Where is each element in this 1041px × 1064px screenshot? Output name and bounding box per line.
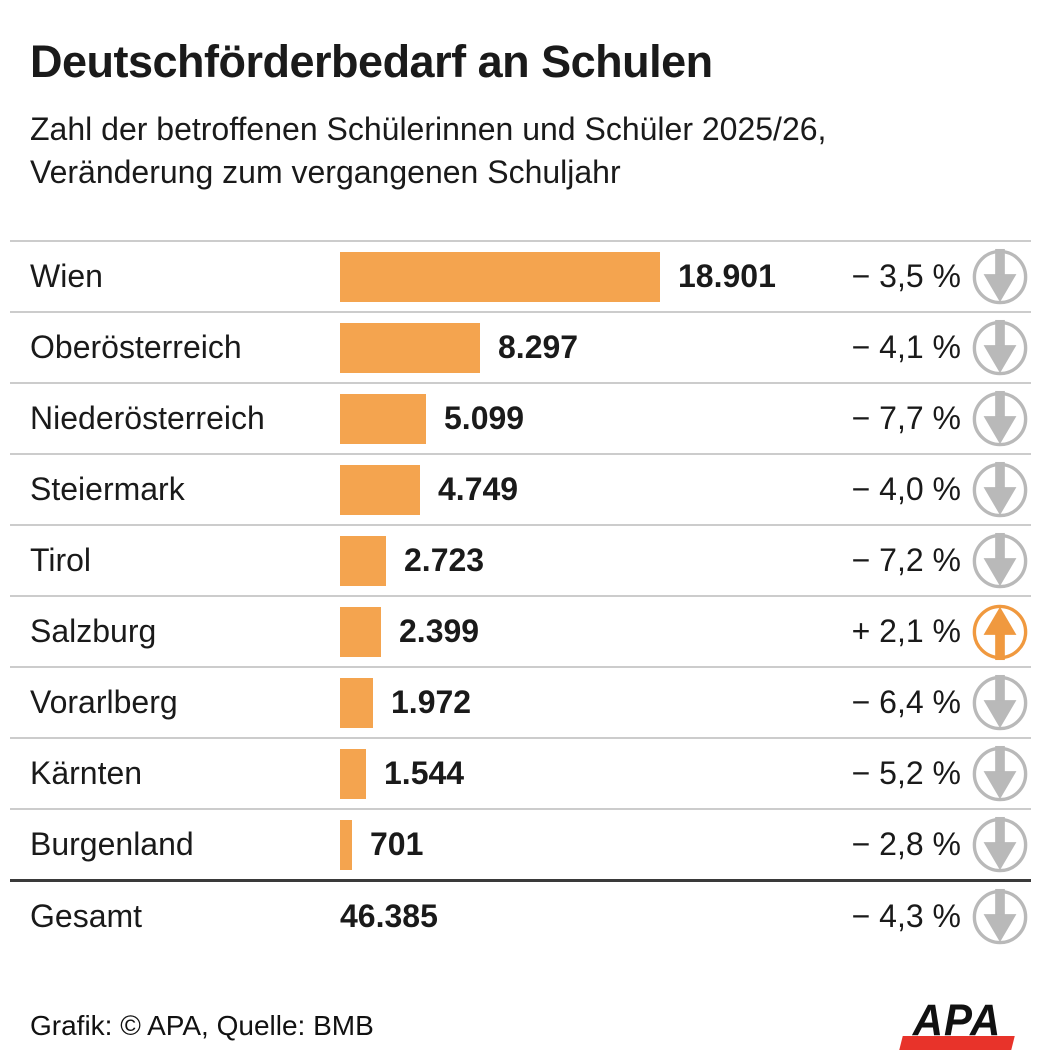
trend-down-icon <box>961 745 1031 803</box>
row-change: − 4,3 % <box>851 898 961 935</box>
bar-chart: Wien 18.901 − 3,5 % Oberösterreich 8.297… <box>10 240 1031 951</box>
row-change: − 4,0 % <box>851 471 961 508</box>
subtitle-line-1: Zahl der betroffenen Schülerinnen und Sc… <box>30 111 827 147</box>
row-value: 4.749 <box>438 471 519 508</box>
bar-zone: 2.723 <box>320 535 819 586</box>
trend-down-icon <box>961 888 1031 946</box>
row-value: 5.099 <box>444 400 525 437</box>
bar-zone: 4.749 <box>320 464 819 515</box>
row-value: 8.297 <box>498 329 579 366</box>
row-change: − 7,7 % <box>851 400 961 437</box>
table-row: Kärnten 1.544 − 5,2 % <box>10 737 1031 808</box>
bar-zone: 18.901 <box>320 251 819 302</box>
bar <box>340 677 373 728</box>
row-value: 2.399 <box>399 613 480 650</box>
row-value: 1.972 <box>391 684 472 721</box>
row-label: Wien <box>30 258 103 295</box>
header: Deutschförderbedarf an Schulen Zahl der … <box>0 36 1041 194</box>
bar-zone: 1.544 <box>320 748 819 799</box>
apa-logo: APA <box>899 996 1015 1050</box>
bar-zone: 8.297 <box>320 322 819 373</box>
table-row: Steiermark 4.749 − 4,0 % <box>10 453 1031 524</box>
row-change: − 6,4 % <box>851 684 961 721</box>
row-label: Burgenland <box>30 826 194 863</box>
bar <box>340 322 480 373</box>
bar <box>340 819 352 870</box>
bar <box>340 393 426 444</box>
table-row: Niederösterreich 5.099 − 7,7 % <box>10 382 1031 453</box>
row-value: 46.385 <box>340 898 438 935</box>
row-label: Tirol <box>30 542 92 579</box>
row-value: 18.901 <box>678 258 776 295</box>
bar <box>340 606 381 657</box>
row-change: − 3,5 % <box>851 258 961 295</box>
bar-zone: 1.972 <box>320 677 819 728</box>
row-value: 1.544 <box>384 755 465 792</box>
apa-logo-text: APA <box>912 996 1002 1046</box>
table-row: Vorarlberg 1.972 − 6,4 % <box>10 666 1031 737</box>
bar-zone: 2.399 <box>320 606 819 657</box>
row-change: − 5,2 % <box>851 755 961 792</box>
row-label: Kärnten <box>30 755 143 792</box>
source-credit: Grafik: © APA, Quelle: BMB <box>30 1010 374 1041</box>
bar-zone: 701 <box>320 819 819 870</box>
bar <box>340 535 386 586</box>
footer: Grafik: © APA, Quelle: BMB APA <box>0 984 1041 1064</box>
row-label: Gesamt <box>30 898 143 935</box>
table-row: Burgenland 701 − 2,8 % <box>10 808 1031 879</box>
row-value: 701 <box>370 826 424 863</box>
subtitle: Zahl der betroffenen Schülerinnen und Sc… <box>30 108 1011 194</box>
trend-down-icon <box>961 674 1031 732</box>
trend-down-icon <box>961 319 1031 377</box>
row-label: Niederösterreich <box>30 400 265 437</box>
subtitle-line-2: Veränderung zum vergangenen Schuljahr <box>30 154 621 191</box>
trend-up-icon <box>961 603 1031 661</box>
row-label: Steiermark <box>30 471 185 508</box>
trend-down-icon <box>961 816 1031 874</box>
bar-zone: 5.099 <box>320 393 819 444</box>
row-change: − 7,2 % <box>851 542 961 579</box>
bar <box>340 251 660 302</box>
trend-down-icon <box>961 248 1031 306</box>
page-title: Deutschförderbedarf an Schulen <box>30 36 713 87</box>
trend-down-icon <box>961 390 1031 448</box>
apa-logo-red-bar <box>899 1036 1015 1050</box>
total-row: Gesamt 46.385 − 4,3 % <box>10 879 1031 951</box>
row-change: − 2,8 % <box>851 826 961 863</box>
row-value: 2.723 <box>404 542 485 579</box>
row-label: Vorarlberg <box>30 684 178 721</box>
row-change: − 4,1 % <box>851 329 961 366</box>
bar <box>340 748 366 799</box>
row-change: + 2,1 % <box>851 613 961 650</box>
trend-down-icon <box>961 532 1031 590</box>
row-label: Salzburg <box>30 613 157 650</box>
table-row: Salzburg 2.399 + 2,1 % <box>10 595 1031 666</box>
bar <box>340 464 420 515</box>
table-row: Oberösterreich 8.297 − 4,1 % <box>10 311 1031 382</box>
bar-zone: 46.385 <box>320 898 819 935</box>
table-row: Tirol 2.723 − 7,2 % <box>10 524 1031 595</box>
trend-down-icon <box>961 461 1031 519</box>
table-row: Wien 18.901 − 3,5 % <box>10 240 1031 311</box>
row-label: Oberösterreich <box>30 329 242 366</box>
